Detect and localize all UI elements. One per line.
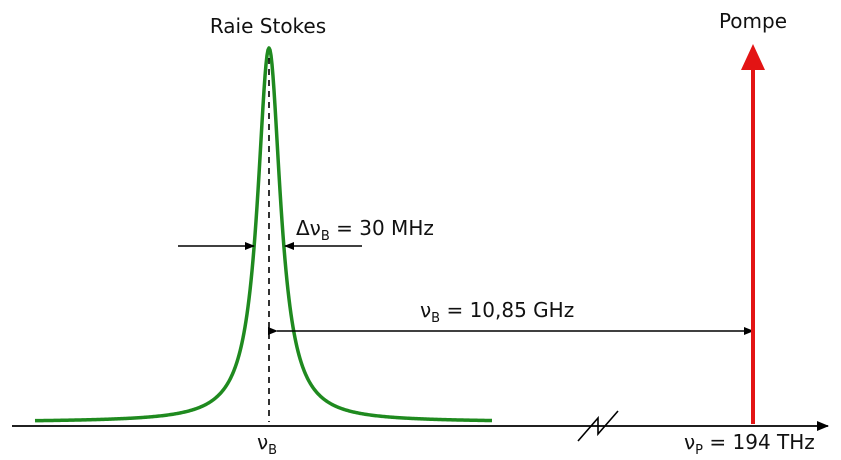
axis-label-pump-suffix: = 194 THz <box>703 430 815 454</box>
frequency-shift-label: νB = 10,85 GHz <box>420 298 574 326</box>
axis-label-pump-prefix: ν <box>684 430 695 454</box>
linewidth-label-sub: B <box>321 229 330 244</box>
axis-label-stokes: νB <box>257 430 277 458</box>
axis-label-pump: νP = 194 THz <box>684 430 815 458</box>
axis-break-mark <box>577 410 619 442</box>
pump-arrow-head <box>741 44 765 70</box>
linewidth-label: ΔνB = 30 MHz <box>296 216 434 244</box>
frequency-shift-label-prefix: ν <box>420 298 431 322</box>
linewidth-label-prefix: Δν <box>296 216 321 240</box>
frequency-shift-label-suffix: = 10,85 GHz <box>440 298 574 322</box>
axis-label-pump-sub: P <box>695 443 703 458</box>
axis-label-stokes-prefix: ν <box>257 430 268 454</box>
frequency-shift-label-sub: B <box>431 311 440 326</box>
axis-label-stokes-sub: B <box>268 443 277 458</box>
linewidth-label-suffix: = 30 MHz <box>330 216 434 240</box>
stokes-title: Raie Stokes <box>210 14 326 38</box>
pump-title: Pompe <box>719 9 787 33</box>
stokes-line-curve <box>34 46 493 423</box>
